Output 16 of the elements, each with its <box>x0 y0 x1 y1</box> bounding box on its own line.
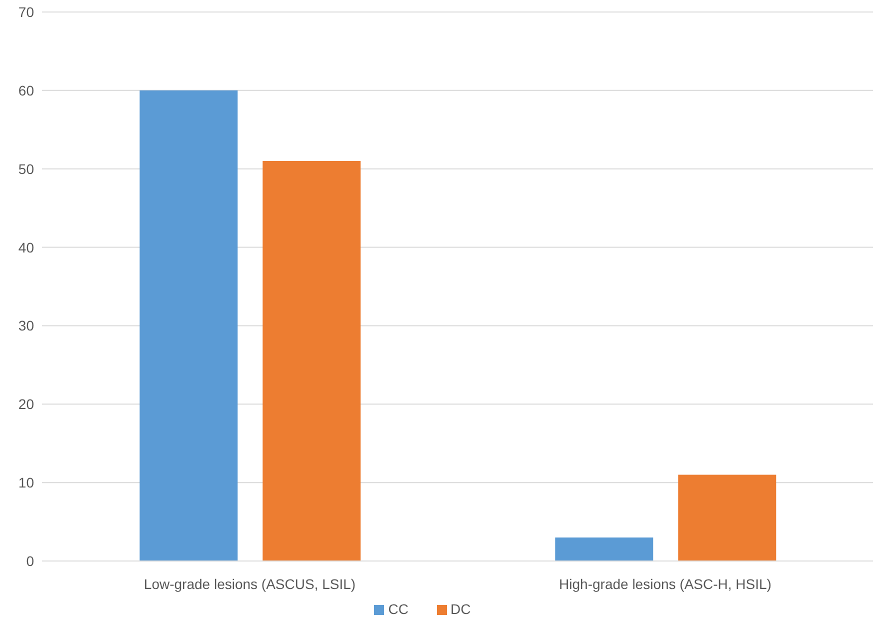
legend-label: DC <box>450 601 471 617</box>
bar <box>262 161 361 561</box>
legend-label: CC <box>388 601 408 617</box>
y-tick-label: 50 <box>18 160 34 177</box>
y-tick-label: 30 <box>18 318 34 334</box>
x-tick-label: Low-grade lesions (ASCUS, LSIL) <box>144 576 356 592</box>
bar <box>140 90 238 561</box>
y-tick-label: 10 <box>18 474 34 491</box>
y-tick-label: 20 <box>18 396 34 412</box>
y-tick-label: 70 <box>18 4 34 20</box>
y-tick-label: 0 <box>26 552 34 569</box>
x-tick-label: High-grade lesions (ASC-H, HSIL) <box>559 576 772 592</box>
bar <box>678 474 776 561</box>
y-tick-label: 40 <box>18 239 34 256</box>
bar <box>555 537 654 561</box>
y-tick-label: 60 <box>18 82 34 98</box>
